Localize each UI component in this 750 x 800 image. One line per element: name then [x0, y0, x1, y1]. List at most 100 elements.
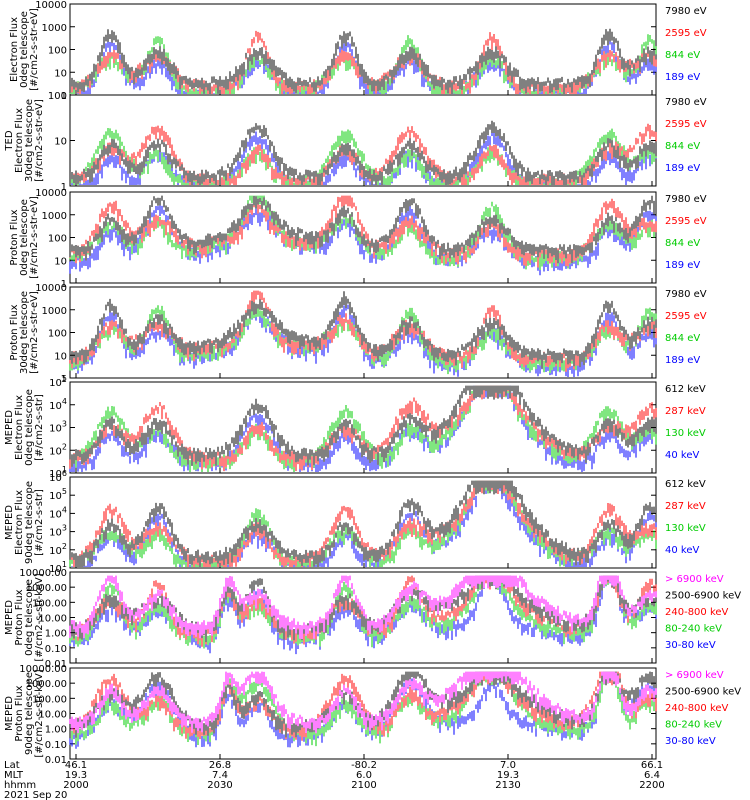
- legend-entry: 844 eV: [665, 141, 700, 152]
- legend-entry: 7980 eV: [665, 289, 707, 300]
- time-axis: Lat MLT hhmm 2021 Sep 20 46.119.3200026.…: [4, 760, 665, 800]
- legend-entry: 2595 eV: [665, 28, 707, 39]
- y-axis-label-line: Electron Flux: [9, 17, 20, 82]
- y-tick-label: 10000.00: [19, 664, 67, 675]
- x-axis-mlt-value: 7.4: [212, 770, 228, 781]
- series-trace: [69, 480, 657, 567]
- x-axis-hhmm-value: 2200: [639, 780, 664, 791]
- y-tick-label: 104: [49, 505, 67, 520]
- y-tick-label: 102: [49, 542, 67, 557]
- y-axis-label-line: Proton Flux: [14, 685, 25, 741]
- legend-entry: 844 eV: [665, 333, 700, 344]
- y-axis-label-line: 90deg telescope: [24, 481, 35, 564]
- legend-entry: 80-240 keV: [665, 624, 722, 635]
- y-axis-label-line: [#/cm2-s-str]: [34, 394, 45, 461]
- y-axis-label-line: 30deg telescope: [24, 99, 35, 182]
- y-axis-label-line: Proton Flux: [14, 589, 25, 645]
- legend-entry: 40 keV: [665, 450, 699, 461]
- legend-entry: 30-80 keV: [665, 736, 716, 747]
- xaxis-row-label-mlt: MLT: [4, 770, 24, 781]
- y-tick-label: 100: [48, 46, 67, 57]
- legend-entry: 130 keV: [665, 523, 706, 534]
- y-tick-label: 10.00: [38, 614, 67, 625]
- legend-entry: 130 keV: [665, 428, 706, 439]
- y-axis-label-line: MEPED: [4, 410, 15, 445]
- legend-entry: 2595 eV: [665, 119, 707, 130]
- x-axis-mlt-value: 19.3: [497, 770, 519, 781]
- y-axis-label-line: MEPED: [4, 505, 15, 540]
- y-tick-label: 10000: [35, 0, 67, 11]
- series-trace: [69, 575, 657, 639]
- x-axis-lat-value: 26.8: [209, 760, 231, 771]
- y-tick-label: 1000.00: [26, 583, 67, 594]
- y-tick-label: 10000: [35, 283, 67, 294]
- y-tick-label: 10: [54, 68, 67, 79]
- legend-entry: 612 keV: [665, 479, 706, 490]
- panel-3: 1 10 100 1000 10000 Proton Flux 0deg telescope…: [9, 188, 707, 290]
- y-tick-label: 0.01: [45, 755, 67, 766]
- legend-entry: 2500-6900 keV: [665, 591, 741, 602]
- y-tick-label: 103: [49, 524, 67, 539]
- series-trace: [69, 28, 657, 94]
- y-tick-label: 105: [49, 487, 67, 502]
- y-tick-label: 1000.00: [26, 679, 67, 690]
- y-tick-label: 0.10: [45, 644, 67, 655]
- y-axis-label-line: [#/cm2-s-str-eV]: [34, 99, 45, 182]
- x-axis-lat-value: -80.2: [351, 760, 377, 771]
- y-axis-label-line: Proton Flux: [9, 209, 20, 265]
- x-axis-mlt-value: 19.3: [65, 770, 87, 781]
- y-tick-label: 100.00: [32, 694, 67, 705]
- x-axis-hhmm-value: 2030: [207, 780, 232, 791]
- legend-entry: 2595 eV: [665, 216, 707, 227]
- y-axis-label-line: Electron Flux: [14, 108, 25, 173]
- legend-entry: 189 eV: [665, 355, 700, 366]
- y-tick-label: 1: [61, 279, 67, 290]
- legend-entry: 189 eV: [665, 72, 700, 83]
- series-trace: [69, 291, 657, 369]
- xaxis-row-label-lat: Lat: [4, 760, 20, 771]
- y-axis-label-line: [#/cm2-s-str-eV]: [29, 196, 40, 279]
- y-axis-label-line: 0deg telescope: [24, 579, 35, 656]
- x-axis-hhmm-value: 2000: [63, 780, 88, 791]
- y-tick-label: 0.01: [45, 659, 67, 670]
- y-tick-label: 103: [49, 420, 67, 435]
- date-label: 2021 Sep 20: [4, 790, 67, 800]
- y-axis-label-line: [#/cm2-s-str]: [34, 489, 45, 556]
- y-axis-label-line: TED: [4, 130, 15, 151]
- y-tick-label: 105: [49, 374, 67, 389]
- y-tick-label: 100: [48, 329, 67, 340]
- y-tick-label: 10: [54, 256, 67, 267]
- y-axis-label-line: MEPED: [4, 696, 15, 731]
- legend-entry: 80-240 keV: [665, 720, 722, 731]
- panel-1: 1 10 100 1000 10000 Electron Flux 0deg telesco…: [9, 0, 707, 102]
- y-tick-label: 10000: [35, 188, 67, 199]
- y-axis-label-line: [#/cm2-s-str-eV]: [29, 291, 40, 374]
- legend-entry: 7980 eV: [665, 194, 707, 205]
- series-trace: [69, 195, 657, 264]
- panel-4: 1 10 100 1000 10000 Proton Flux 30deg telescop…: [9, 283, 707, 385]
- y-tick-label: 1.00: [45, 629, 67, 640]
- y-axis-label-line: [#/cm2-s-str-eV]: [29, 8, 40, 91]
- legend-entry: 2595 eV: [665, 311, 707, 322]
- x-axis-mlt-value: 6.4: [644, 770, 660, 781]
- x-axis-lat-value: 7.0: [500, 760, 516, 771]
- y-axis-label-line: 0deg telescope: [24, 389, 35, 466]
- y-tick-label: 100: [48, 234, 67, 245]
- y-tick-label: 1: [61, 91, 67, 102]
- legend-entry: 240-800 keV: [665, 703, 729, 714]
- legend-entry: 2500-6900 keV: [665, 687, 741, 698]
- y-axis-label-line: 0deg telescope: [19, 199, 30, 276]
- legend-entry: > 6900 keV: [665, 670, 724, 681]
- x-axis-hhmm-value: 2100: [351, 780, 376, 791]
- x-axis-lat-value: 46.1: [65, 760, 87, 771]
- series-trace: [69, 671, 657, 734]
- y-axis-label-line: Electron Flux: [14, 490, 25, 555]
- y-axis-label-line: [#/cm2-s-str-keV]: [34, 669, 45, 757]
- y-axis-label-line: [#/cm2-s-str-keV]: [34, 573, 45, 661]
- y-axis-label-line: Proton Flux: [9, 304, 20, 360]
- legend-entry: 287 keV: [665, 406, 706, 417]
